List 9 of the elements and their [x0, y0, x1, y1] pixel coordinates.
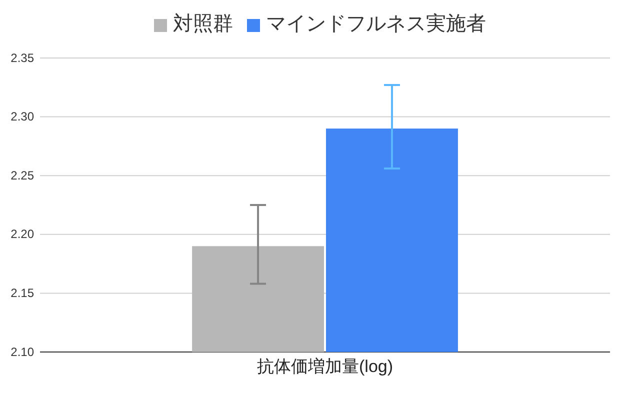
y-tick-label: 2.20 [10, 227, 34, 242]
y-tick-label: 2.35 [10, 50, 34, 65]
y-tick-label: 2.25 [10, 168, 34, 182]
y-tick-label: 2.10 [10, 344, 34, 359]
y-tick-label: 2.15 [10, 286, 34, 300]
legend-label: マインドフルネス実施者 [266, 11, 486, 35]
x-tick-label: 抗体価増加量(log) [256, 357, 394, 376]
y-tick-label: 2.30 [10, 110, 34, 124]
legend-label: 対照群 [173, 11, 233, 35]
